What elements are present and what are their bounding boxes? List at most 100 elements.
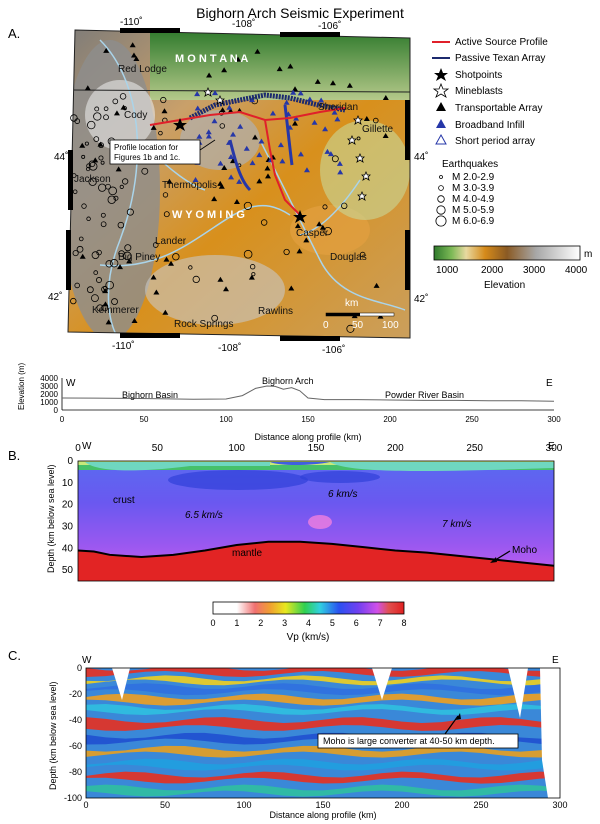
ta-station (153, 289, 160, 295)
city-label: Rock Springs (174, 319, 233, 330)
rf-ytick: -80 (69, 767, 82, 777)
moho-label: Moho (512, 545, 537, 556)
rf-west: W (82, 655, 92, 666)
ta-station (256, 178, 263, 184)
ta-station (150, 124, 157, 130)
earthquake (70, 114, 78, 122)
earthquake (96, 304, 104, 312)
earthquake (122, 178, 129, 185)
elev-ylabel: Elevation (m) (17, 363, 26, 410)
earthquake (331, 155, 339, 163)
bb-station (249, 97, 256, 103)
moho-converter-callout: Moho is large converter at 40-50 km dept… (317, 713, 519, 749)
elev-ytick: 1000 (40, 398, 58, 407)
city-label: Red Lodge (118, 64, 167, 75)
rf-band (86, 704, 560, 715)
ta-station (276, 66, 283, 72)
ta-station (206, 72, 213, 78)
bb-station (205, 133, 212, 139)
crust-label: crust (113, 495, 135, 506)
vel-65-label: 6.5 km/s (185, 510, 223, 521)
earthquake (103, 106, 109, 112)
ta-station (288, 285, 295, 291)
earthquake (243, 249, 253, 259)
legend-ta: Transportable Array (455, 103, 542, 114)
eq-legend-circle (438, 185, 444, 191)
elev-ytick: 4000 (40, 374, 58, 383)
vel-xtick: 250 (466, 443, 483, 454)
lat-tick-left-2: 42˚ (48, 291, 62, 303)
eq-legend-item: M 4.0-4.9 (452, 194, 495, 205)
earthquake (117, 221, 125, 229)
elev-xtick: 100 (219, 415, 233, 424)
earthquake (93, 136, 100, 142)
bb-station (212, 90, 219, 96)
legend-texan: Passive Texan Array (455, 53, 545, 64)
bb-station (205, 129, 212, 135)
earthquake (141, 167, 149, 175)
earthquake (152, 242, 159, 248)
earthquake (101, 304, 109, 312)
elev-xtick: 300 (547, 415, 561, 424)
powder-river-label: Powder River Basin (385, 390, 464, 400)
vel-7-label: 7 km/s (442, 519, 471, 530)
velocity-model-panel: W E 0 10 20 30 40 50 0 50 100 150 200 250 300 Depth… (46, 441, 563, 582)
earthquake (260, 219, 268, 226)
map-legend: Active Source Profile Passive Texan Arra… (432, 37, 548, 227)
lon-tick-bottom-3: -106˚ (322, 344, 345, 356)
earthquake (160, 96, 167, 104)
earthquake (188, 265, 193, 270)
bighorn-arch-label: Bighorn Arch (262, 376, 314, 386)
rf-xtick: 0 (83, 800, 88, 810)
earthquake (323, 226, 332, 236)
earthquake (84, 141, 89, 146)
earthquake (91, 251, 100, 259)
earthquake (100, 221, 107, 228)
bb-station (337, 169, 344, 175)
bb-station (228, 154, 235, 160)
rf-xlabel: Distance along profile (km) (269, 810, 376, 820)
lon-tick-bottom-2: -108˚ (218, 342, 241, 354)
bb-station (277, 142, 284, 148)
earthquake (192, 275, 200, 284)
earthquake (283, 248, 290, 256)
elev-east: E (546, 378, 553, 389)
bb-station (303, 167, 310, 173)
earthquake (211, 314, 219, 322)
map-panel: M O N T A N A W Y O M I N G Red Lodge Cod… (48, 16, 428, 356)
vp-tick: 7 (378, 618, 383, 628)
legend-sp: Short period array (455, 136, 535, 147)
earthquake (243, 201, 252, 210)
vel-ytick: 10 (62, 478, 74, 489)
vel-ytick: 20 (62, 500, 74, 511)
basin-bighorn (85, 462, 270, 471)
eq-legend-circle (436, 205, 446, 215)
bb-station (269, 110, 276, 116)
texan-branch-2 (283, 104, 294, 166)
ta-station (294, 223, 301, 229)
earthquake (113, 195, 119, 201)
eq-legend-item: M 5.0-5.9 (452, 205, 495, 216)
earthquake (100, 160, 105, 165)
bb-station (297, 90, 304, 96)
earthquake (109, 259, 119, 268)
rf-xtick: 300 (552, 800, 567, 810)
eq-legend-circle (437, 195, 445, 203)
ta-station (316, 221, 323, 227)
vel-ytick: 40 (62, 543, 74, 554)
rf-band (86, 668, 560, 677)
ta-station (168, 260, 175, 266)
elev-tick-3000: 3000 (523, 265, 546, 276)
ta-station (223, 286, 230, 292)
earthquake (81, 154, 86, 159)
bb-station (336, 160, 343, 166)
callout-line-1: Profile location for (114, 143, 178, 152)
bb-station (196, 133, 203, 139)
gap-wedge-2 (372, 668, 392, 700)
ta-station (217, 276, 224, 282)
ta-station (162, 309, 169, 315)
ta-station (126, 258, 133, 264)
bighorn-basin-label: Bighorn Basin (122, 390, 178, 400)
earthquake (346, 324, 355, 333)
vp-label: Vp (km/s) (287, 632, 330, 643)
